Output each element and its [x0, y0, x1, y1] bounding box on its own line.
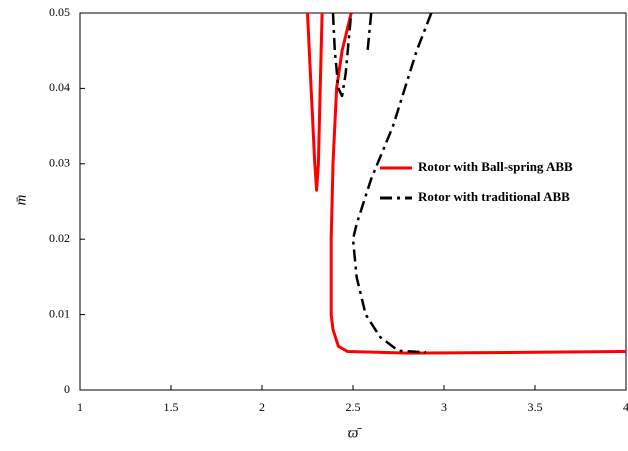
x-tick-label: 2.5 — [346, 400, 361, 414]
x-tick-label: 3 — [441, 400, 447, 414]
y-tick-label: 0.02 — [49, 231, 70, 245]
x-tick-label: 1 — [77, 400, 83, 414]
y-tick-label: 0.05 — [49, 5, 70, 19]
x-tick-label: 3.5 — [528, 400, 543, 414]
y-tick-label: 0.01 — [49, 306, 70, 320]
x-tick-label: 1.5 — [164, 400, 179, 414]
x-tick-label: 4 — [623, 400, 628, 414]
legend-label: Rotor with Ball-spring ABB — [418, 159, 573, 174]
legend-label: Rotor with traditional ABB — [418, 189, 570, 204]
series-line — [331, 12, 433, 354]
x-axis-label: ϖ̄ — [348, 425, 363, 441]
x-tick-label: 2 — [259, 400, 265, 414]
series-line — [306, 12, 627, 355]
y-tick-label: 0.03 — [49, 156, 70, 170]
y-axis-label: m̄ — [13, 194, 29, 205]
y-tick-label: 0.04 — [49, 80, 70, 94]
y-tick-label: 0 — [64, 382, 70, 396]
